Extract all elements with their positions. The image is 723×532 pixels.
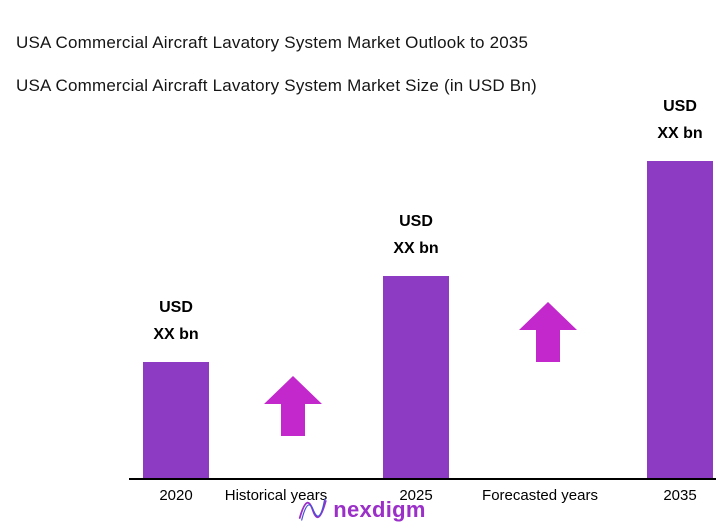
forecast-growth-up-arrow-icon: [519, 302, 577, 362]
bar-value-amount: XX bn: [153, 326, 199, 343]
bar-group-2020: USD XX bn: [143, 294, 209, 478]
bar-value-label: USD XX bn: [657, 93, 702, 147]
x-axis-label-forecasted-years: Forecasted years: [482, 487, 598, 504]
bar-2025: [383, 276, 449, 478]
historical-growth-up-arrow-icon: [264, 376, 322, 436]
nexdigm-logo-text: nexdigm: [333, 497, 426, 522]
x-axis-label-2020: 2020: [159, 487, 193, 504]
x-axis-label-historical-years: Historical years: [224, 487, 328, 504]
bar-value-label: USD XX bn: [153, 294, 198, 348]
chart-subtitle: USA Commercial Aircraft Lavatory System …: [16, 76, 537, 95]
chart-title: USA Commercial Aircraft Lavatory System …: [16, 33, 529, 52]
bar-value-currency: USD: [399, 213, 433, 230]
bar-value-amount: XX bn: [393, 240, 439, 257]
bar-value-amount: XX bn: [657, 125, 703, 142]
bar-value-currency: USD: [663, 98, 697, 115]
bar-value-label: USD XX bn: [393, 208, 438, 262]
x-axis-line: [129, 478, 716, 480]
x-axis-label-2035: 2035: [663, 487, 697, 504]
bar-2020: [143, 362, 209, 478]
nexdigm-logo-icon: [297, 497, 327, 523]
bar-value-currency: USD: [159, 299, 193, 316]
bar-2035: [647, 161, 713, 478]
nexdigm-logo: nexdigm: [297, 497, 426, 523]
x-axis-label-2025: 2025: [399, 487, 433, 504]
bar-group-2025: USD XX bn: [383, 208, 449, 478]
bar-group-2035: USD XX bn: [647, 93, 713, 478]
